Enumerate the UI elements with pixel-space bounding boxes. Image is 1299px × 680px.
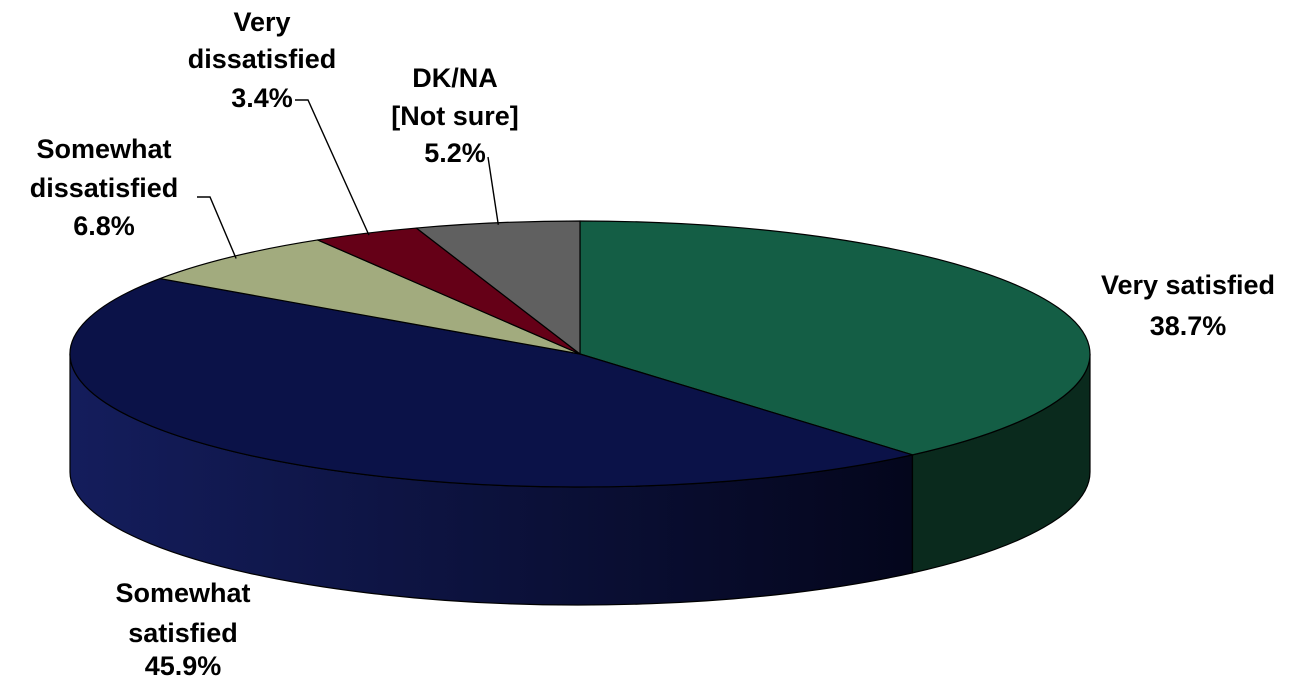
- svg-text:Very: Very: [233, 7, 290, 37]
- leader-line-dk-na-not-sure: [487, 156, 499, 225]
- slice-label-text: dissatisfied: [188, 44, 337, 74]
- slice-somewhat-satisfied: [69, 277, 914, 488]
- slice-dk-na-not-sure: [415, 220, 581, 355]
- slice-label-text: Very satisfied: [1101, 270, 1275, 300]
- slice-somewhat-dissatisfied: [159, 239, 581, 355]
- svg-text:satisfied: satisfied: [128, 618, 238, 648]
- slice-value-text: 5.2%: [424, 138, 486, 168]
- svg-text:5.2%: 5.2%: [424, 138, 486, 168]
- svg-text:[Not sure]: [Not sure]: [391, 101, 519, 131]
- slice-label-text: Very: [233, 7, 290, 37]
- svg-text:Somewhat: Somewhat: [36, 134, 171, 164]
- slice-label-dk-na: DK/NA [Not sure] 5.2%: [391, 63, 519, 168]
- slice-label-somewhat-satisfied: Somewhat satisfied 45.9%: [115, 578, 250, 680]
- leader-lines: [197, 99, 499, 259]
- slice-label-text: [Not sure]: [391, 101, 519, 131]
- svg-text:dissatisfied: dissatisfied: [188, 44, 337, 74]
- slice-label-text: dissatisfied: [30, 173, 179, 203]
- svg-text:Somewhat: Somewhat: [115, 578, 250, 608]
- pie-slices: [69, 220, 1091, 488]
- svg-text:3.4%: 3.4%: [231, 83, 293, 113]
- svg-text:6.8%: 6.8%: [73, 211, 135, 241]
- slice-value-text: 6.8%: [73, 211, 135, 241]
- slice-label-somewhat-dissatisfied: Somewhat dissatisfied 6.8%: [30, 134, 179, 241]
- slice-label-very-satisfied: Very satisfied 38.7%: [1101, 270, 1275, 341]
- slice-label-text: DK/NA: [412, 63, 498, 93]
- svg-text:45.9%: 45.9%: [145, 651, 222, 680]
- leader-line-very-dissatisfied: [295, 99, 370, 236]
- slice-very-satisfied: [579, 220, 1091, 456]
- svg-text:dissatisfied: dissatisfied: [30, 173, 179, 203]
- svg-text:Very satisfied: Very satisfied: [1101, 270, 1275, 300]
- slice-value-text: 3.4%: [231, 83, 293, 113]
- slice-label-text: Somewhat: [115, 578, 250, 608]
- leader-line-somewhat-dissatisfied: [197, 196, 237, 259]
- svg-text:DK/NA: DK/NA: [412, 63, 498, 93]
- slice-label-text: Somewhat: [36, 134, 171, 164]
- slice-label-text: satisfied: [128, 618, 238, 648]
- svg-text:38.7%: 38.7%: [1150, 311, 1227, 341]
- slice-value-text: 38.7%: [1150, 311, 1227, 341]
- slice-label-very-dissatisfied: Very dissatisfied 3.4%: [188, 7, 337, 113]
- slice-value-text: 45.9%: [145, 651, 222, 680]
